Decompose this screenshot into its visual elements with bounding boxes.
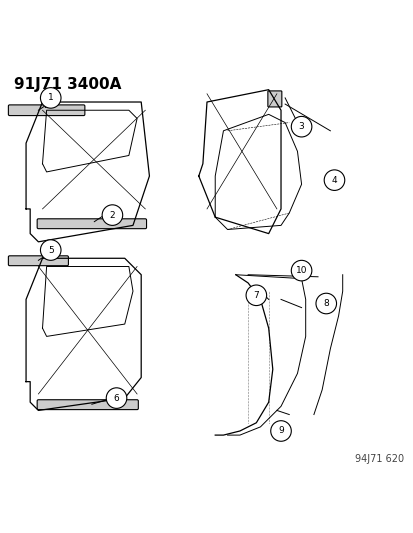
- Text: 94J71 620: 94J71 620: [354, 454, 404, 464]
- Circle shape: [291, 260, 311, 281]
- Circle shape: [40, 240, 61, 260]
- Circle shape: [102, 205, 122, 225]
- FancyBboxPatch shape: [8, 105, 85, 116]
- Text: 4: 4: [331, 176, 337, 184]
- Circle shape: [291, 116, 311, 137]
- Text: 91J71 3400A: 91J71 3400A: [14, 77, 121, 92]
- FancyBboxPatch shape: [8, 256, 68, 265]
- Circle shape: [245, 285, 266, 305]
- Text: 7: 7: [253, 291, 259, 300]
- Text: 9: 9: [278, 426, 283, 435]
- Text: 3: 3: [298, 122, 304, 131]
- FancyBboxPatch shape: [37, 219, 146, 229]
- Text: 10: 10: [295, 266, 306, 275]
- Circle shape: [315, 293, 336, 314]
- Circle shape: [106, 388, 126, 408]
- Circle shape: [323, 170, 344, 190]
- FancyBboxPatch shape: [267, 91, 281, 107]
- Text: 8: 8: [323, 299, 328, 308]
- Text: 2: 2: [109, 211, 115, 220]
- Text: 1: 1: [48, 93, 53, 102]
- Text: 6: 6: [114, 393, 119, 402]
- Text: 5: 5: [48, 246, 53, 255]
- Circle shape: [270, 421, 291, 441]
- FancyBboxPatch shape: [37, 400, 138, 409]
- Circle shape: [40, 87, 61, 108]
